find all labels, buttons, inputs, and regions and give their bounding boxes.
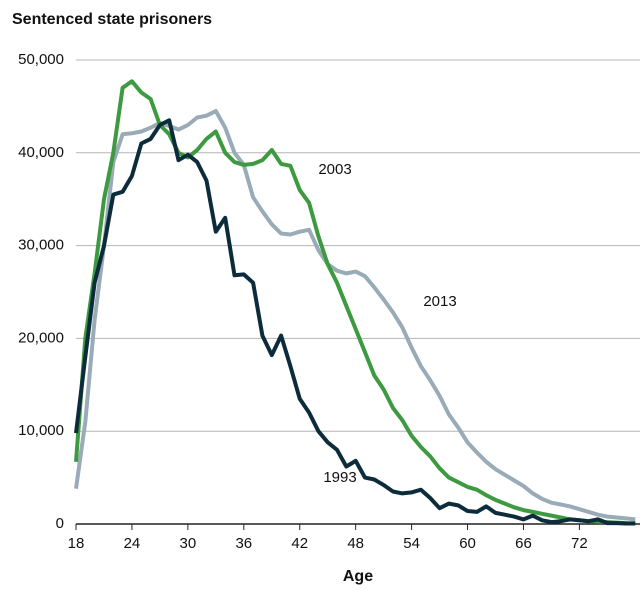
x-tick-label: 66 <box>515 535 532 552</box>
series-line <box>74 118 636 526</box>
series-line <box>74 79 636 526</box>
series-label: 2003 <box>318 161 351 178</box>
chart-title: Sentenced state prisoners <box>12 11 212 28</box>
y-tick-label: 50,000 <box>18 51 64 68</box>
y-tick-label: 0 <box>56 515 64 532</box>
x-tick-label: 60 <box>459 535 476 552</box>
series-label: 2013 <box>423 293 456 310</box>
x-tick-label: 18 <box>68 535 85 552</box>
x-tick-label: 42 <box>291 535 308 552</box>
series-label: 1993 <box>323 469 356 486</box>
x-tick-label: 30 <box>180 535 197 552</box>
x-tick-label: 54 <box>403 535 420 552</box>
y-tick-label: 10,000 <box>18 422 64 439</box>
y-tick-label: 40,000 <box>18 144 64 161</box>
y-tick-label: 30,000 <box>18 237 64 254</box>
x-tick-label: 24 <box>124 535 141 552</box>
x-tick-label: 36 <box>235 535 252 552</box>
x-tick-label: 72 <box>571 535 588 552</box>
series-line <box>74 109 636 522</box>
x-tick-label: 48 <box>347 535 364 552</box>
x-axis-label: Age <box>343 568 373 585</box>
y-tick-label: 20,000 <box>18 329 64 346</box>
